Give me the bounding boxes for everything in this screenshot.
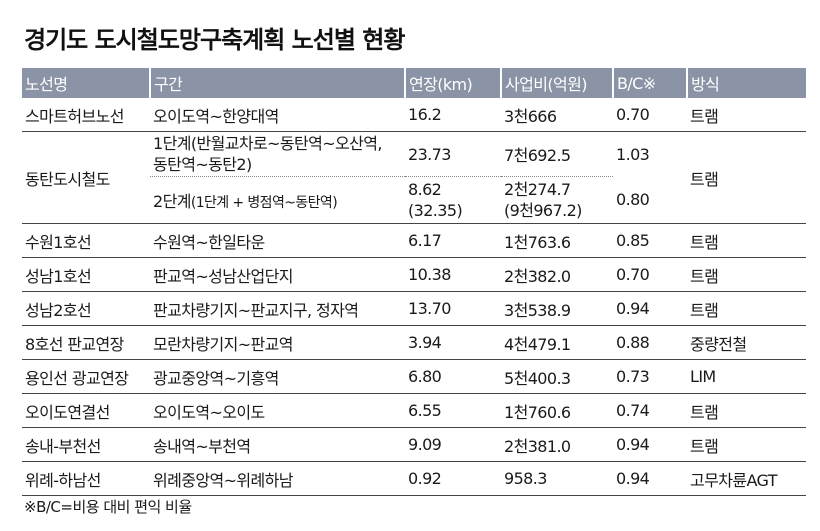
header-length: 연장(km) <box>404 68 501 98</box>
route-length: 23.73 <box>405 131 501 177</box>
table-row: 성남2호선 판교차량기지~판교지구, 정자역 13.70 3천538.9 0.9… <box>22 291 806 326</box>
route-length: 8.62 (32.35) <box>405 176 501 224</box>
route-name: 오이도연결선 <box>22 393 150 428</box>
route-length: 13.70 <box>405 291 501 326</box>
route-length: 0.92 <box>405 461 501 496</box>
length-line1: 8.62 <box>408 180 442 199</box>
route-length: 9.09 <box>405 427 501 462</box>
route-section: 판교차량기지~판교지구, 정자역 <box>150 291 405 326</box>
table-row: 용인선 광교연장 광교중앙역~기흥역 6.80 5천400.3 0.73 LIM <box>22 359 806 394</box>
route-status-table: 노선명 구간 연장(km) 사업비(억원) B/C※ 방식 스마트허브노선 오이… <box>22 68 806 496</box>
route-length: 6.55 <box>405 393 501 428</box>
table-row: 송내-부천선 송내역~부천역 9.09 2천381.0 0.94 트램 <box>22 427 806 462</box>
route-method: 트램 <box>687 427 806 462</box>
route-name: 성남1호선 <box>22 257 150 292</box>
table-row: 스마트허브노선 오이도역~한양대역 16.2 3천666 0.70 트램 <box>22 98 806 132</box>
cost-line1: 2천274.7 <box>504 180 571 199</box>
route-bc: 0.94 <box>613 291 687 326</box>
route-length: 10.38 <box>405 257 501 292</box>
route-cost: 3천666 <box>501 98 613 132</box>
route-method: LIM <box>687 359 806 394</box>
section-prefix: 2단계 <box>153 192 191 211</box>
route-bc: 0.70 <box>613 257 687 292</box>
header-route-name: 노선명 <box>22 68 150 98</box>
table-row: 수원1호선 수원역~한일타운 6.17 1천763.6 0.85 트램 <box>22 223 806 258</box>
route-method: 트램 <box>687 393 806 428</box>
route-name: 위례-하남선 <box>22 461 150 496</box>
table-row-dongtan-stage1: 동탄도시철도 1단계(반월교차로~동탄역~오산역, 동탄역~동탄2) 23.73… <box>22 131 806 224</box>
route-section: 수원역~한일타운 <box>150 223 405 258</box>
route-cost: 2천382.0 <box>501 257 613 292</box>
route-cost: 4천479.1 <box>501 325 613 360</box>
route-name: 동탄도시철도 <box>22 131 150 224</box>
cost-line2: (9천967.2) <box>504 201 582 220</box>
header-method: 방식 <box>686 68 806 98</box>
route-bc: 0.88 <box>613 325 687 360</box>
route-cost: 2천274.7 (9천967.2) <box>501 176 613 224</box>
table-row: 성남1호선 판교역~성남산업단지 10.38 2천382.0 0.70 트램 <box>22 257 806 292</box>
header-bc: B/C※ <box>612 68 687 98</box>
route-section: 모란차량기지~판교역 <box>150 325 405 360</box>
section-line2: 동탄역~동탄2) <box>153 155 252 174</box>
header-cost: 사업비(억원) <box>500 68 613 98</box>
route-section: 오이도역~오이도 <box>150 393 405 428</box>
table-row: 8호선 판교연장 모란차량기지~판교역 3.94 4천479.1 0.88 중량… <box>22 325 806 360</box>
route-bc: 0.74 <box>613 393 687 428</box>
route-method: 트램 <box>687 131 806 224</box>
route-section: 판교역~성남산업단지 <box>150 257 405 292</box>
route-section: 오이도역~한양대역 <box>150 98 405 132</box>
table-row: 위례-하남선 위례중앙역~위례하남 0.92 958.3 0.94 고무차륜AG… <box>22 461 806 496</box>
route-section: 송내역~부천역 <box>150 427 405 462</box>
route-method: 트램 <box>687 257 806 292</box>
section-detail: (1단계 + 병점역~동탄역) <box>190 195 338 211</box>
route-section: 1단계(반월교차로~동탄역~오산역, 동탄역~동탄2) <box>150 131 405 177</box>
route-length: 6.80 <box>405 359 501 394</box>
route-method: 트램 <box>687 223 806 258</box>
length-line2: (32.35) <box>408 201 463 220</box>
route-cost: 3천538.9 <box>501 291 613 326</box>
footnote: ※B/C=비용 대비 편익 비율 <box>24 498 192 516</box>
route-name: 송내-부천선 <box>22 427 150 462</box>
route-name: 용인선 광교연장 <box>22 359 150 394</box>
route-name: 수원1호선 <box>22 223 150 258</box>
route-bc: 1.03 <box>616 144 650 164</box>
route-bc: 0.70 <box>613 98 687 132</box>
route-method: 고무차륜AGT <box>687 461 806 496</box>
route-length: 6.17 <box>405 223 501 258</box>
route-section: 위례중앙역~위례하남 <box>150 461 405 496</box>
route-cost: 7천692.5 <box>501 131 613 177</box>
route-cost: 958.3 <box>501 461 613 496</box>
header-section: 구간 <box>149 68 405 98</box>
route-method: 중량전철 <box>687 325 806 360</box>
table-title: 경기도 도시철도망구축계획 노선별 현황 <box>24 26 405 54</box>
route-section: 광교중앙역~기흥역 <box>150 359 405 394</box>
route-length: 16.2 <box>405 98 501 132</box>
route-method: 트램 <box>687 291 806 326</box>
route-name: 성남2호선 <box>22 291 150 326</box>
route-length: 3.94 <box>405 325 501 360</box>
route-bc: 0.94 <box>613 461 687 496</box>
section-line1: 1단계(반월교차로~동탄역~오산역, <box>153 134 382 153</box>
route-name: 8호선 판교연장 <box>22 325 150 360</box>
route-section: 2단계(1단계 + 병점역~동탄역) <box>150 176 405 224</box>
route-cost: 1천760.6 <box>501 393 613 428</box>
route-bc: 0.73 <box>613 359 687 394</box>
header-row: 노선명 구간 연장(km) 사업비(억원) B/C※ 방식 <box>22 68 806 98</box>
table-row: 오이도연결선 오이도역~오이도 6.55 1천760.6 0.74 트램 <box>22 393 806 428</box>
route-name: 스마트허브노선 <box>22 98 150 132</box>
route-cost: 1천763.6 <box>501 223 613 258</box>
route-method: 트램 <box>687 98 806 132</box>
route-bc: 0.94 <box>613 427 687 462</box>
route-cost: 2천381.0 <box>501 427 613 462</box>
table-row-dongtan-stage2: 2단계(1단계 + 병점역~동탄역) 8.62 (32.35) 2천274.7 … <box>22 176 806 224</box>
route-cost: 5천400.3 <box>501 359 613 394</box>
route-bc: 0.80 <box>613 176 687 224</box>
route-bc: 0.85 <box>613 223 687 258</box>
